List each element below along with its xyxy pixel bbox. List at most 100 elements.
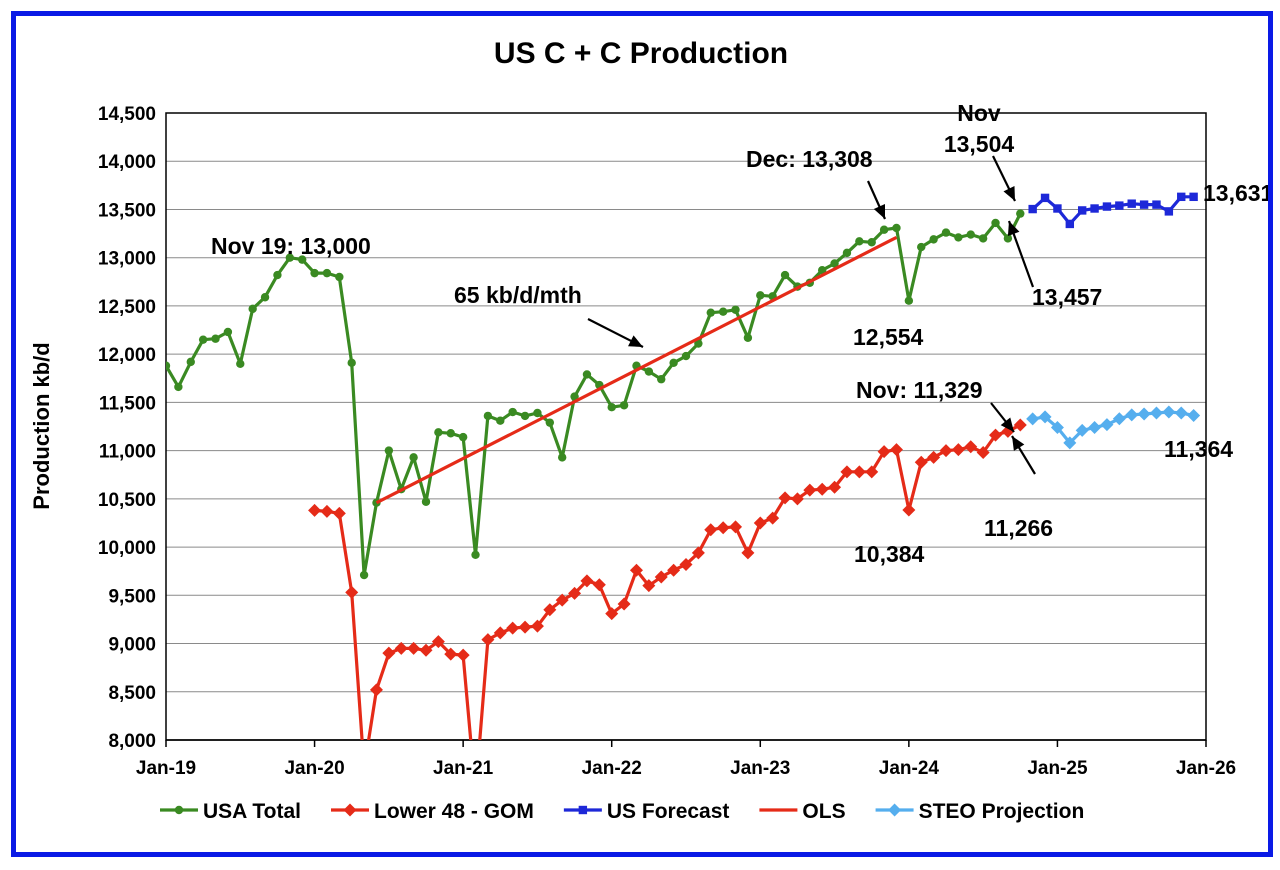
point-lower-48-gom (469, 787, 482, 800)
point-usa-total (1003, 234, 1013, 243)
x-tick-label: Jan-19 (136, 758, 196, 779)
point-usa-total (248, 304, 257, 314)
point-us-forecast (1177, 192, 1186, 202)
x-tick-label: Jan-21 (433, 758, 494, 779)
point-us-forecast (1152, 200, 1161, 209)
y-tick-label: 8,000 (108, 731, 156, 752)
point-us-forecast (1077, 206, 1087, 215)
y-tick-label: 13,000 (98, 249, 156, 270)
point-lower-48-gom (308, 503, 322, 517)
point-usa-total (508, 407, 517, 417)
point-usa-total (731, 305, 740, 314)
arrow-nov-l48-head (1000, 417, 1014, 432)
legend-swatch-marker (578, 805, 588, 815)
point-usa-total (817, 266, 827, 275)
annotation-arrows (587, 155, 1036, 475)
point-usa-total (166, 361, 171, 370)
point-lower-48-gom (444, 647, 458, 661)
legend-item-lower-48-gom: Lower 48 - GOM (331, 800, 534, 823)
series-ols (375, 235, 898, 505)
legend-swatch-marker (343, 803, 357, 817)
gridlines (165, 112, 1207, 741)
point-lower-48-gom (828, 480, 842, 494)
point-usa-total (570, 392, 579, 401)
point-usa-total (496, 416, 505, 425)
x-tick-label: Jan-20 (284, 758, 344, 779)
point-usa-total (174, 382, 183, 392)
point-usa-total (285, 253, 295, 262)
chart-frame: US C + C Production 8,000 8,500 9,000 9,500… (11, 11, 1273, 857)
arrow-usa-last-head (1007, 221, 1020, 236)
y-tick-label: 10,000 (98, 538, 156, 559)
point-lower-48-gom (332, 506, 346, 520)
point-usa-total (223, 327, 233, 337)
point-lower-48-gom (976, 446, 990, 460)
point-lower-48-gom (530, 619, 544, 633)
y-tick-label: 11,000 (99, 442, 156, 463)
point-lower-48-gom (964, 440, 978, 454)
point-usa-total (904, 296, 914, 305)
point-usa-total (619, 401, 629, 410)
point-us-forecast (1115, 201, 1124, 210)
point-usa-total (483, 411, 493, 421)
point-lower-48-gom (1013, 418, 1027, 432)
point-usa-total (978, 234, 988, 243)
production-chart: US C + C Production 8,000 8,500 9,000 9,500… (29, 37, 1268, 823)
point-lower-48-gom (716, 521, 730, 535)
point-lower-48-gom (605, 607, 619, 621)
point-lower-48-gom (790, 492, 804, 506)
point-lower-48-gom (320, 504, 334, 518)
legend-label: STEO Projection (919, 800, 1085, 823)
point-usa-total (991, 218, 1000, 228)
chart-title: US C + C Production (494, 37, 788, 70)
point-lower-48-gom (456, 648, 470, 662)
point-lower-48-gom (729, 520, 743, 534)
series-group (166, 192, 1201, 800)
point-lower-48-gom (667, 563, 681, 577)
series-line-lower-48-gom (314, 423, 1022, 740)
point-usa-total (557, 453, 567, 462)
point-usa-total (322, 268, 332, 278)
point-lower-48-gom (951, 443, 965, 457)
point-lower-48-gom (629, 563, 643, 577)
y-tick-label: 11,500 (99, 393, 156, 414)
point-usa-total (310, 268, 319, 278)
x-tick-label: Jan-22 (582, 758, 642, 779)
legend-swatch-marker (888, 803, 902, 817)
plot-area-border (165, 112, 1207, 741)
point-usa-total (607, 403, 616, 412)
annotation-steo-end: 11,364 (1164, 436, 1233, 462)
point-lower-48-gom (543, 603, 557, 617)
point-usa-total (842, 248, 852, 258)
point-usa-total (657, 375, 666, 384)
point-usa-total (879, 225, 889, 234)
annotation-nov19: Nov 19: 13,000 (211, 233, 371, 259)
point-steo-projection (1088, 420, 1102, 434)
point-steo-projection (1075, 423, 1089, 437)
point-lower-48-gom (852, 465, 866, 479)
annotation-jan24-total: 12,554 (853, 324, 924, 350)
series-line-usa-total (166, 212, 1022, 577)
legend-item-us-forecast: US Forecast (563, 800, 729, 823)
y-axis-ticks: 8,000 8,500 9,000 9,500 10,000 10,500 11,000 11… (98, 104, 156, 752)
point-usa-total (434, 428, 443, 437)
legend-label: Lower 48 - GOM (374, 800, 534, 823)
annotation-nov-a: Nov (957, 100, 1001, 126)
point-steo-projection (1038, 410, 1052, 424)
legend-swatch-marker (174, 805, 184, 815)
point-lower-48-gom (902, 503, 916, 517)
annotation-slope: 65 kb/d/mth (454, 282, 582, 308)
series-usa-total (166, 209, 1025, 580)
point-usa-total (471, 550, 480, 559)
point-lower-48-gom (617, 597, 631, 611)
point-lower-48-gom (778, 491, 792, 505)
point-us-forecast (1040, 193, 1050, 203)
point-us-forecast (1102, 202, 1112, 211)
point-lower-48-gom (865, 465, 879, 479)
point-lower-48-gom (679, 557, 693, 571)
y-axis-label: Production kb/d (29, 342, 54, 509)
y-tick-label: 9,000 (108, 635, 156, 656)
point-usa-total (954, 233, 963, 242)
point-lower-48-gom (803, 483, 817, 497)
point-lower-48-gom (568, 586, 582, 600)
